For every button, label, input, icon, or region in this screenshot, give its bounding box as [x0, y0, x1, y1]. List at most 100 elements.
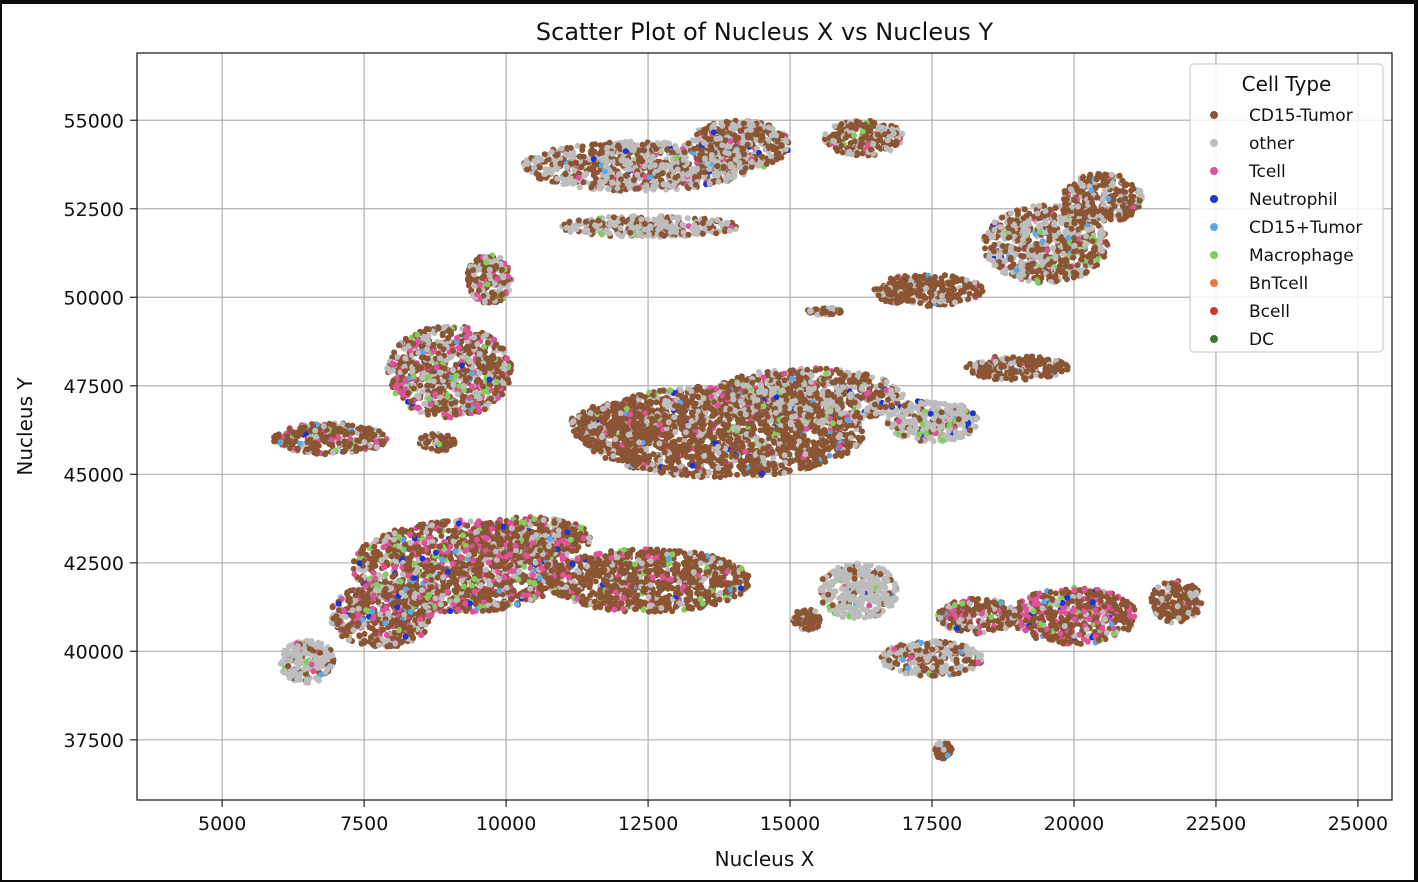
scatter-point: [484, 281, 491, 288]
scatter-point: [286, 643, 293, 650]
scatter-point: [482, 566, 489, 573]
scatter-point: [390, 536, 397, 543]
scatter-point: [463, 377, 469, 384]
scatter-point: [419, 555, 426, 562]
scatter-point: [335, 600, 342, 607]
scatter-point: [493, 581, 500, 588]
scatter-point: [529, 572, 536, 579]
scatter-point: [514, 593, 521, 599]
scatter-point: [447, 608, 454, 615]
scatter-point: [545, 561, 552, 568]
scatter-point: [650, 574, 656, 581]
scatter-point: [500, 345, 506, 352]
scatter-point: [486, 587, 493, 594]
scatter-point: [286, 675, 293, 681]
scatter-point: [443, 373, 450, 380]
scatter-point: [360, 639, 367, 646]
scatter-point: [503, 584, 510, 591]
scatter-point: [345, 422, 352, 429]
scatter-point: [434, 406, 441, 413]
scatter-point: [656, 580, 663, 587]
scatter-chart: 5000 7500 10000 12500 15000 17500 20000 22500 25…: [13, 18, 1393, 871]
scatter-point: [363, 541, 370, 548]
scatter-point: [449, 560, 456, 567]
scatter-point: [721, 580, 728, 587]
scatter-point: [285, 663, 292, 670]
scatter-point: [373, 587, 379, 593]
scatter-point: [416, 594, 423, 601]
scatter-point: [468, 370, 475, 377]
scatter-point: [538, 522, 545, 529]
scatter-point: [738, 585, 744, 592]
scatter-point: [651, 566, 658, 573]
scatter-point: [368, 634, 375, 641]
scatter-point: [657, 587, 664, 594]
scatter-point: [358, 550, 364, 557]
scatter-point: [632, 606, 639, 613]
scatter-point: [596, 550, 603, 557]
scatter-point: [476, 572, 483, 579]
scatter-point: [383, 632, 390, 638]
scatter-point: [383, 604, 390, 611]
scatter-point: [449, 367, 456, 374]
scatter-point: [468, 582, 475, 589]
scatter-point: [453, 411, 459, 418]
scatter-point: [301, 424, 308, 431]
scatter-point: [438, 385, 445, 392]
scatter-point: [642, 579, 649, 585]
scatter-point: [392, 571, 399, 578]
scatter-point: [504, 601, 511, 608]
scatter-point: [318, 671, 325, 678]
scatter-point: [647, 558, 654, 564]
scatter-point: [531, 580, 538, 586]
scatter-point: [485, 339, 491, 346]
scatter-point: [382, 571, 389, 578]
scatter-point: [584, 571, 591, 578]
scatter-point: [407, 624, 414, 631]
scatter-point: [465, 402, 472, 409]
scatter-point: [281, 647, 288, 654]
scatter-point: [563, 584, 570, 591]
scatter-point: [410, 385, 417, 392]
scatter-point: [389, 360, 396, 367]
scatter-point: [295, 643, 301, 650]
scatter-point: [545, 543, 552, 550]
scatter-point: [419, 547, 425, 553]
scatter-point: [405, 390, 412, 397]
scatter-point: [447, 414, 454, 421]
scatter-point: [386, 642, 393, 649]
scatter-point: [443, 406, 450, 413]
scatter-point: [466, 395, 473, 402]
scatter-point: [476, 351, 483, 357]
scatter-point: [611, 582, 617, 589]
scatter-point: [444, 588, 451, 595]
scatter-point: [453, 372, 460, 379]
scatter-point: [641, 599, 648, 606]
scatter-point: [539, 537, 546, 543]
scatter-point: [689, 579, 696, 586]
scatter-point: [363, 597, 370, 604]
scatter-point: [388, 553, 395, 560]
scatter-point: [697, 595, 704, 602]
scatter-point: [634, 592, 641, 599]
scatter-point: [352, 597, 359, 604]
scatter-point: [410, 635, 417, 641]
scatter-point: [650, 589, 657, 596]
scatter-point: [486, 376, 493, 383]
scatter-point: [587, 592, 594, 599]
scatter-point: [489, 525, 496, 532]
scatter-point: [694, 590, 701, 597]
scatter-point: [424, 346, 431, 353]
scatter-point: [709, 555, 716, 562]
scatter-point: [444, 393, 451, 400]
scatter-point: [406, 546, 413, 553]
scatter-point: [495, 569, 502, 576]
scatter-point: [597, 601, 604, 608]
scatter-point: [620, 605, 627, 612]
scatter-point: [640, 606, 647, 613]
scatter-point: [287, 657, 294, 664]
scatter-point: [420, 335, 427, 342]
scatter-point: [474, 256, 481, 263]
scatter-point: [569, 560, 576, 567]
scatter-point: [501, 361, 508, 368]
